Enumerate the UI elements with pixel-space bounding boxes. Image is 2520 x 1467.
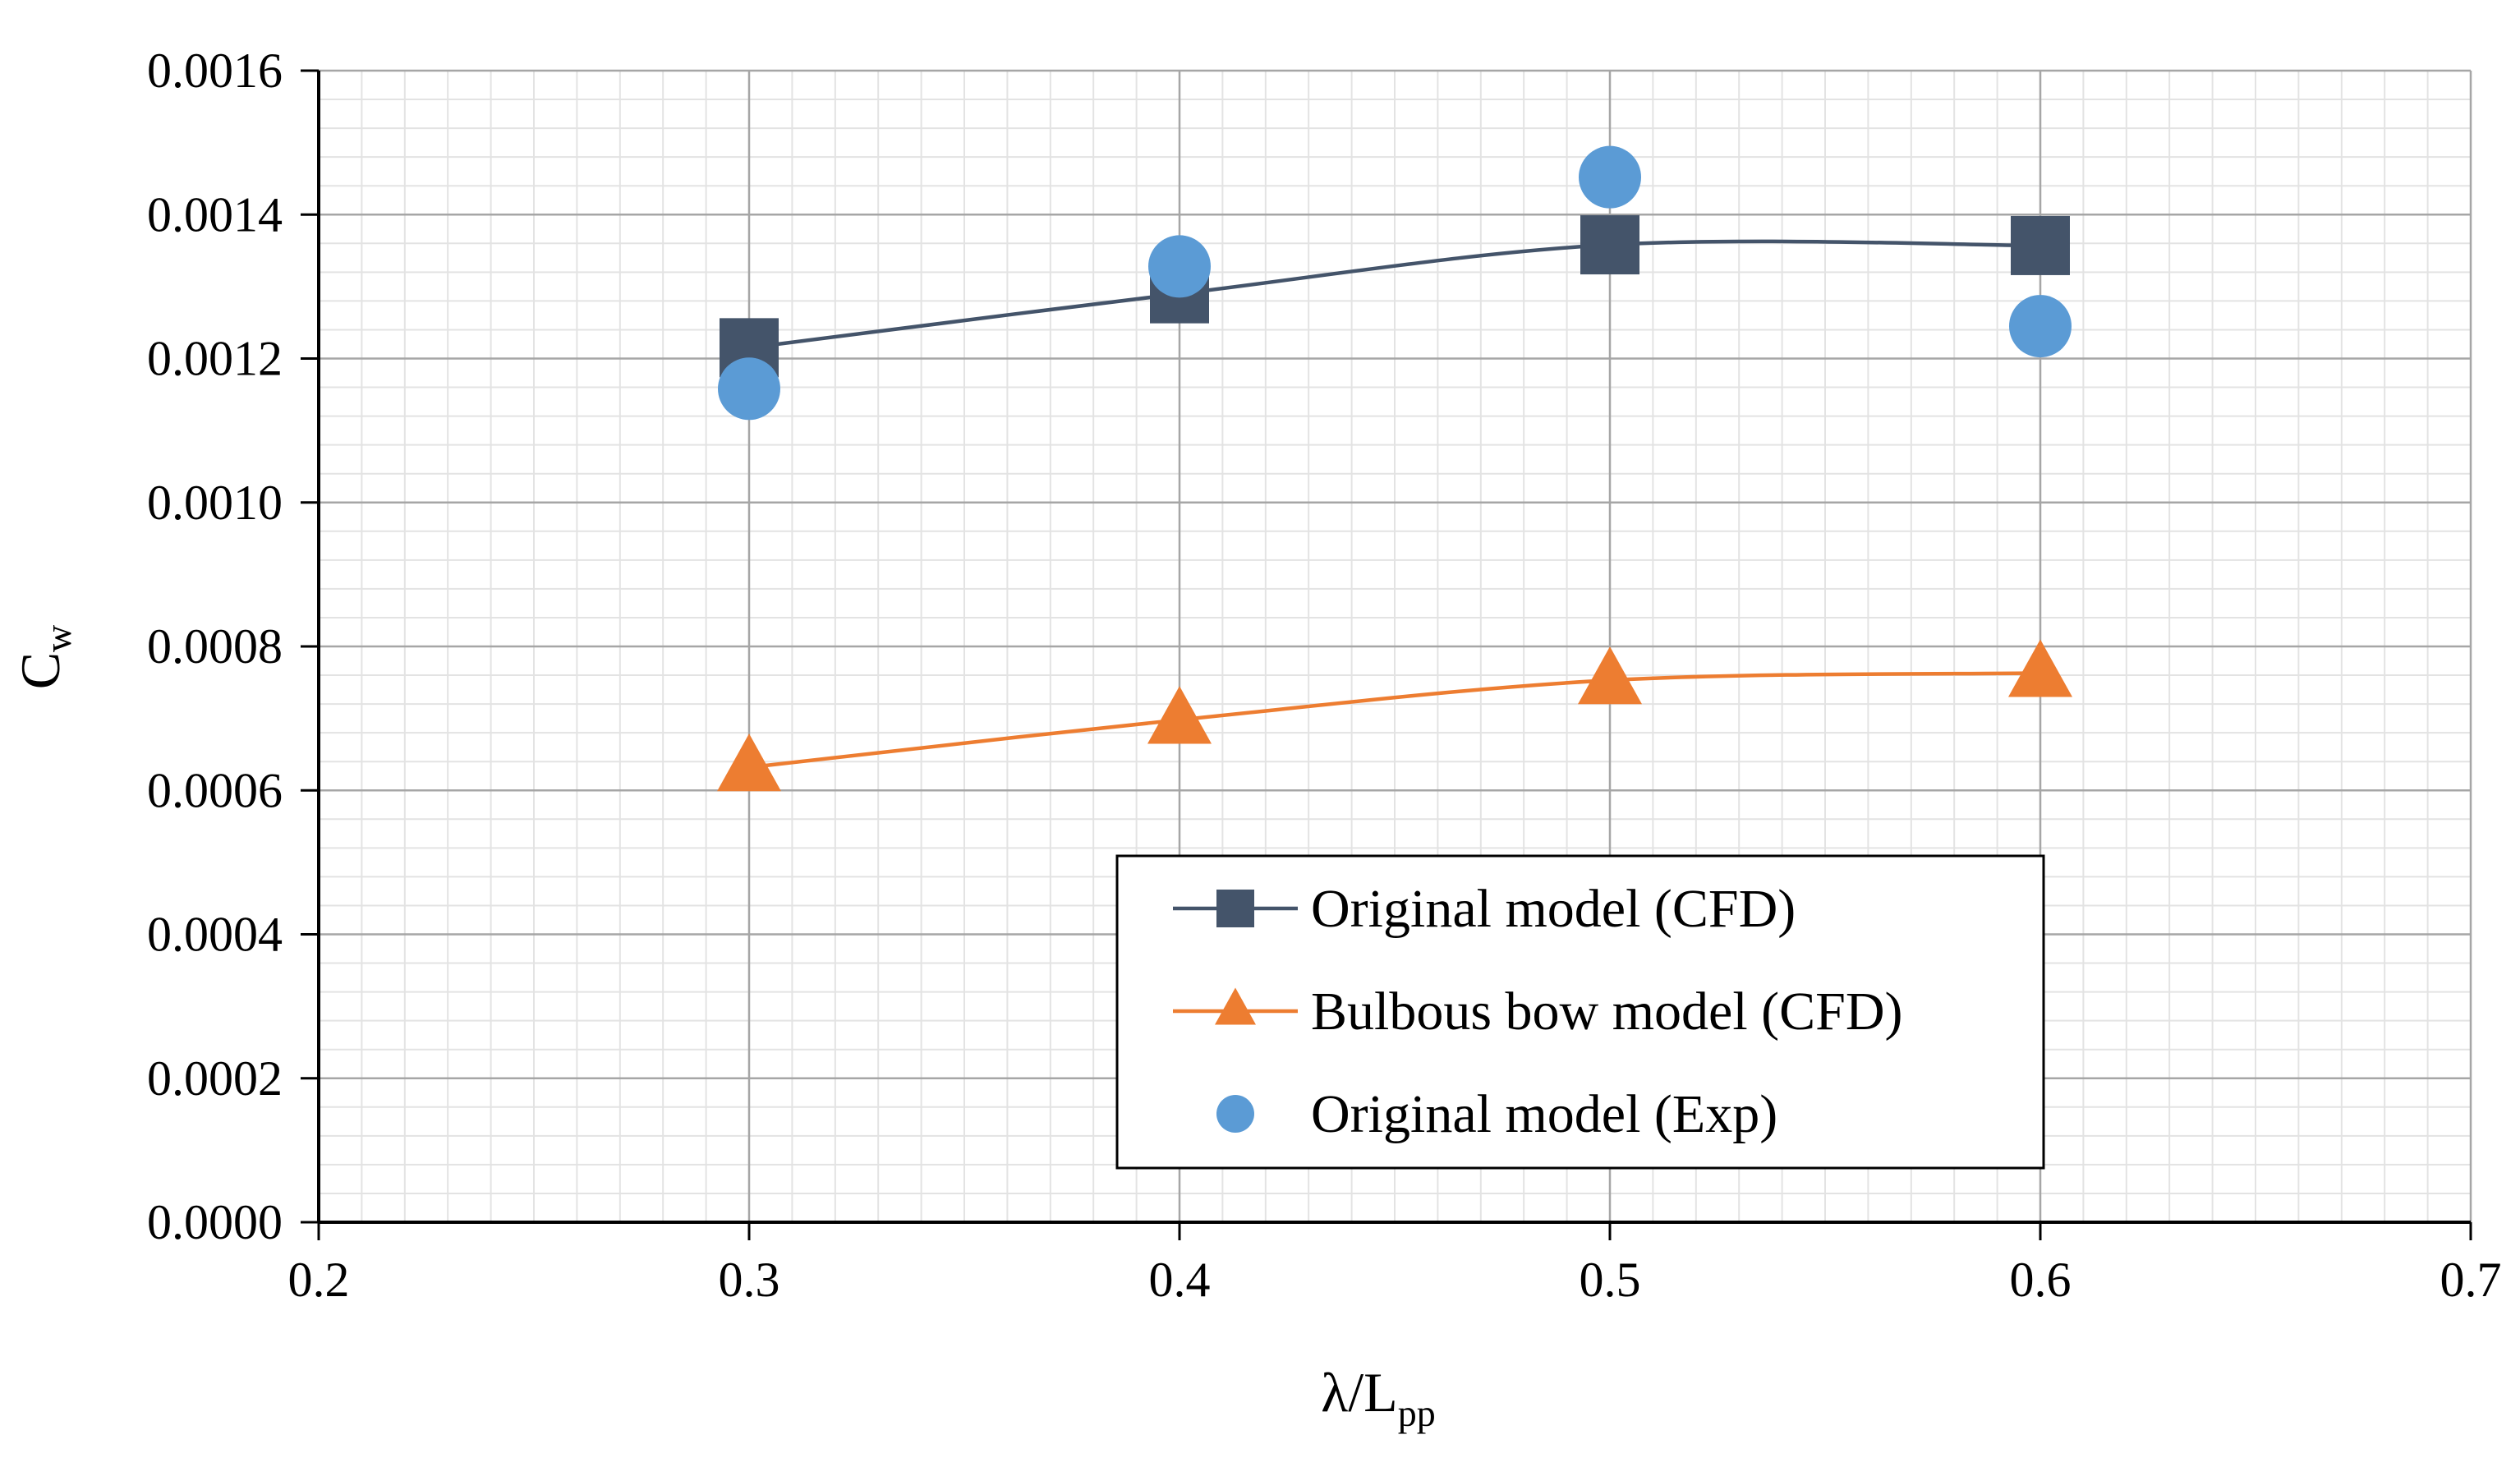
legend: Original model (CFD) Bulbous bow model (… <box>1115 854 2045 1170</box>
data-point-original-cfd <box>1580 215 1639 275</box>
legend-key-marker-original-exp <box>1216 1095 1254 1133</box>
data-point-original-exp <box>718 357 780 421</box>
y-tick-label: 0.0004 <box>147 908 283 962</box>
y-tick-label: 0.0010 <box>147 476 283 530</box>
series-line-original-cfd <box>748 239 2041 350</box>
x-tick-label: 0.6 <box>2010 1253 2072 1307</box>
y-tick-label: 0.0016 <box>147 44 283 98</box>
series-line-bulbous-cfd <box>748 671 2041 770</box>
data-point-bulbous-cfd <box>1147 686 1212 744</box>
axes <box>301 69 2472 1240</box>
x-tick-label: 0.2 <box>288 1253 350 1307</box>
data-point-original-cfd <box>2011 215 2070 275</box>
y-tick-label: 0.0008 <box>147 619 283 674</box>
y-tick-label: 0.0006 <box>147 763 283 817</box>
y-axis-title: Cw <box>9 624 79 689</box>
data-point-original-exp <box>1148 235 1211 298</box>
y-tick-label: 0.0014 <box>147 187 283 241</box>
data-point-bulbous-cfd <box>717 734 781 792</box>
series-lines <box>748 239 2041 770</box>
legend-label-original-exp: Original model (Exp) <box>1311 1084 1777 1144</box>
y-tick-label: 0.0002 <box>147 1051 283 1106</box>
data-point-bulbous-cfd <box>2008 639 2072 697</box>
x-axis-title: λ/Lpp <box>1321 1361 1435 1434</box>
x-tick-label: 0.4 <box>1149 1253 1211 1307</box>
x-axis-title-main: λ/L <box>1321 1361 1397 1423</box>
data-point-original-exp <box>2009 295 2072 358</box>
series-markers <box>717 145 2072 792</box>
legend-keys <box>1173 890 1298 1133</box>
x-tick-label: 0.7 <box>2440 1253 2502 1307</box>
x-tick-label: 0.5 <box>1580 1253 1641 1307</box>
legend-key-marker-bulbous-cfd <box>1215 987 1256 1025</box>
x-axis-title-sub: pp <box>1398 1392 1436 1434</box>
legend-label-original-cfd: Original model (CFD) <box>1311 879 1796 939</box>
x-tick-label: 0.3 <box>719 1253 780 1307</box>
y-axis-title-main: C <box>9 652 71 689</box>
tick-labels: 0.2 0.3 0.4 0.5 0.6 0.7 0.0000 0.0002 0.0004 0.00… <box>147 44 2502 1307</box>
data-point-original-exp <box>1579 145 1641 209</box>
y-tick-label: 0.0012 <box>147 332 283 386</box>
data-point-bulbous-cfd <box>1578 646 1642 705</box>
y-tick-label: 0.0000 <box>147 1195 283 1249</box>
legend-label-bulbous-cfd: Bulbous bow model (CFD) <box>1311 982 1903 1042</box>
legend-key-marker-original-cfd <box>1216 890 1254 927</box>
y-axis-title-sub: w <box>37 624 79 652</box>
